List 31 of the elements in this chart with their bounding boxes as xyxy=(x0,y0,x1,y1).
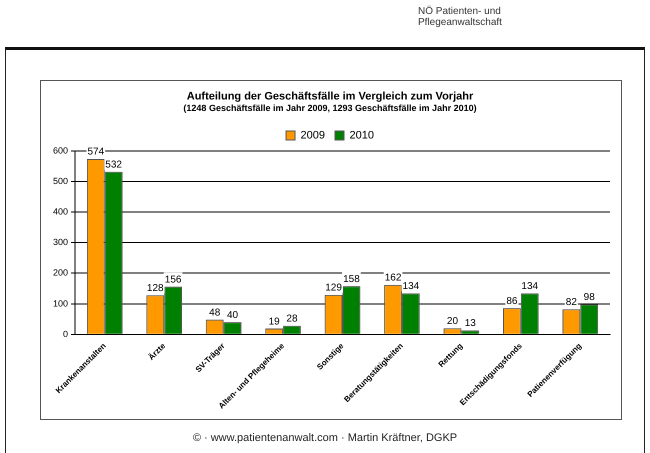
y-tick-label: 0 xyxy=(63,328,68,339)
data-label: 134 xyxy=(521,281,539,292)
data-label: 158 xyxy=(343,274,360,285)
data-label: 156 xyxy=(164,274,182,286)
data-label: 20 xyxy=(446,316,458,327)
data-label: 82 xyxy=(566,297,578,308)
y-tick-label: 600 xyxy=(52,145,68,156)
data-label: 28 xyxy=(286,314,298,325)
data-label: 574 xyxy=(87,146,105,158)
legend-label: 2009 xyxy=(300,130,326,142)
data-label: 129 xyxy=(325,282,342,294)
y-tick-label: 300 xyxy=(52,237,68,248)
y-tick-label: 400 xyxy=(52,206,68,217)
chart-title: Aufteilung der Geschäftsfälle im Vergleich zum Vorjahr xyxy=(186,90,474,103)
data-label: 13 xyxy=(464,318,476,330)
text: © · www.patientenanwalt.com · Martin Kräftner, DGKP xyxy=(192,432,458,444)
data-label: 128 xyxy=(146,282,164,294)
y-tick-label: 100 xyxy=(52,298,68,308)
data-label: 532 xyxy=(105,160,122,171)
y-tick-label: 200 xyxy=(52,268,68,278)
data-label: 40 xyxy=(226,310,239,321)
data-label: 98 xyxy=(584,292,596,304)
chart-subtitle: (1248 Geschäftsfälle im Jahr 2009, 1293 Geschäftsfälle im Jahr 2010) xyxy=(183,103,477,114)
data-label: 86 xyxy=(506,296,518,307)
data-label: 19 xyxy=(268,316,280,328)
data-label: 134 xyxy=(402,281,420,292)
data-label: 162 xyxy=(384,272,402,284)
y-tick-label: 500 xyxy=(52,176,68,186)
legend-label: 2010 xyxy=(350,130,374,142)
text: NÖ Patienten- und Pflegeanwaltschaft xyxy=(418,6,503,28)
data-label: 48 xyxy=(209,307,221,318)
